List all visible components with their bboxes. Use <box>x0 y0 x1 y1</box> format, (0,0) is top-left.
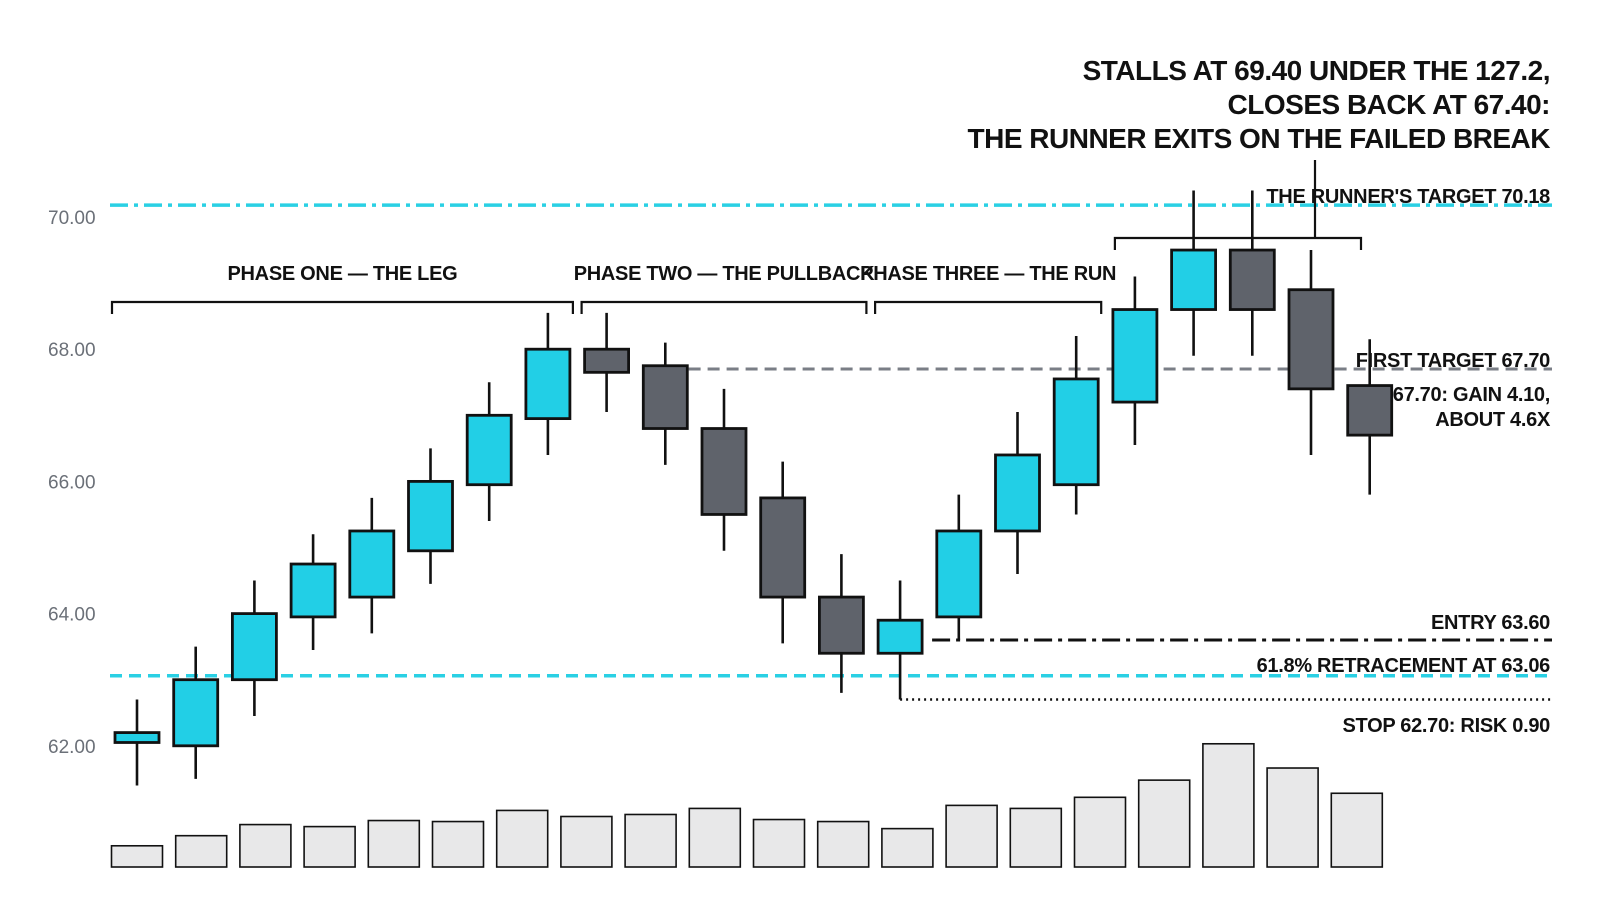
stall-bracket <box>1113 236 1363 250</box>
volume-bar <box>239 823 292 868</box>
candle-body-bullish <box>524 347 572 421</box>
annotation-title-line-3: THE RUNNER EXITS ON THE FAILED BREAK <box>968 123 1551 154</box>
volume-bar <box>624 813 677 868</box>
candle-body-bearish <box>641 364 689 430</box>
volume-bar <box>174 834 228 868</box>
level-labels: THE RUNNER'S TARGET 70.18 FIRST TARGET 67… <box>1257 186 1552 737</box>
volume-bar <box>816 820 870 868</box>
volume-bar <box>688 807 742 868</box>
volume-bar <box>1330 792 1384 868</box>
y-axis-ticks: 70.00 68.00 66.00 64.00 62.00 <box>48 208 96 758</box>
volume-bar <box>1266 767 1319 868</box>
candle-body-bearish <box>1346 384 1394 437</box>
volume-bar <box>1073 796 1127 868</box>
candle-body-bearish <box>1228 248 1276 311</box>
candle-body-bullish <box>1170 248 1217 311</box>
stop-label: STOP 62.70: RISK 0.90 <box>1342 715 1550 737</box>
gain-label-line-2: ABOUT 4.6X <box>1435 409 1551 431</box>
annotation-title-line-1: STALLS AT 69.40 UNDER THE 127.2, <box>1083 55 1550 86</box>
phase-label-3: PHASE THREE — THE RUN <box>860 263 1116 285</box>
runner-target-label: THE RUNNER'S TARGET 70.18 <box>1266 186 1550 208</box>
phase-bracket <box>110 300 574 314</box>
candle-body-bullish <box>994 453 1041 533</box>
candle-body-bearish <box>818 595 865 655</box>
phase-bracket <box>874 300 1103 314</box>
candle-body-bullish <box>348 529 396 599</box>
volume-bar <box>752 818 806 868</box>
candle-body-bullish <box>172 678 220 748</box>
volume-bar <box>1009 807 1063 868</box>
phase-label-2: PHASE TWO — THE PULLBACK <box>574 263 875 285</box>
entry-label: ENTRY 63.60 <box>1431 612 1550 634</box>
annotation-title: STALLS AT 69.40 UNDER THE 127.2,CLOSES B… <box>968 55 1551 154</box>
phase-brackets: PHASE ONE — THE LEG PHASE TWO — THE PULLB… <box>110 160 1363 314</box>
phase-label-1: PHASE ONE — THE LEG <box>228 263 458 285</box>
volume-bar <box>495 809 549 868</box>
volume-bar <box>367 819 421 868</box>
candle-body-bullish <box>1111 308 1159 404</box>
y-tick-label: 68.00 <box>48 340 96 361</box>
candle-body-bullish <box>407 479 454 553</box>
volume-bar <box>1137 779 1191 868</box>
candle-body-bearish <box>583 347 630 374</box>
y-tick-label: 62.00 <box>48 737 96 758</box>
volume-bars <box>110 742 1384 868</box>
annotation-title-line-2: CLOSES BACK AT 67.40: <box>1228 89 1550 120</box>
volume-bar <box>110 844 164 868</box>
y-tick-label: 64.00 <box>48 605 96 626</box>
volume-bar <box>945 804 998 868</box>
first-target-label: FIRST TARGET 67.70 <box>1356 350 1550 372</box>
volume-bar <box>431 820 485 868</box>
volume-bar <box>1202 742 1255 868</box>
candle-body-bullish <box>465 413 513 487</box>
price-levels <box>110 203 1552 701</box>
phase-bracket <box>580 300 868 314</box>
entry-marker-dot <box>892 628 909 645</box>
candle-body-bullish <box>289 562 337 619</box>
candle-body-bearish <box>759 496 807 599</box>
y-tick-label: 70.00 <box>48 208 96 229</box>
volume-bar <box>881 827 934 868</box>
candle-body-bullish <box>230 612 278 682</box>
candle-body-bullish <box>113 731 161 744</box>
candle-body-bearish <box>1287 288 1335 391</box>
y-tick-label: 66.00 <box>48 472 96 493</box>
gain-label-line-1: 67.70: GAIN 4.10, <box>1393 384 1550 406</box>
volume-bar <box>560 815 613 868</box>
candle-body-bearish <box>700 427 748 516</box>
retracement-label: 61.8% RETRACEMENT AT 63.06 <box>1257 655 1551 677</box>
candle-body-bullish <box>935 529 983 619</box>
volume-bar <box>303 825 356 868</box>
candles <box>113 190 1394 786</box>
candle-body-bullish <box>1052 377 1100 487</box>
